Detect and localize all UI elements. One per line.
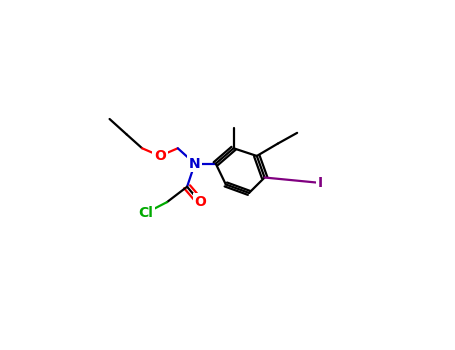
- Text: O: O: [194, 195, 206, 209]
- Text: N: N: [189, 157, 201, 171]
- Text: Cl: Cl: [139, 206, 153, 220]
- Text: O: O: [154, 149, 166, 163]
- Text: I: I: [318, 176, 323, 190]
